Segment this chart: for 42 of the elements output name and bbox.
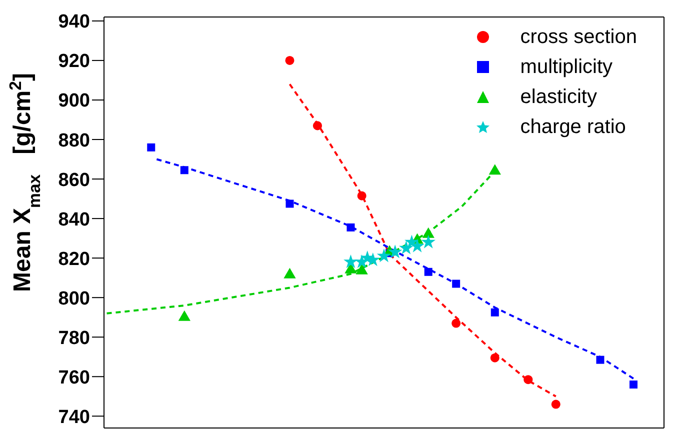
- point: [180, 166, 188, 174]
- y-tick-label: 780: [58, 328, 90, 349]
- point: [490, 308, 499, 316]
- point: [356, 264, 368, 274]
- point: [421, 234, 436, 248]
- point: [178, 310, 190, 321]
- y-tick-label: 880: [58, 130, 90, 152]
- point: [410, 238, 424, 252]
- point: [147, 143, 156, 152]
- point: [524, 375, 533, 384]
- point: [452, 280, 460, 288]
- legend-label: cross section: [520, 25, 637, 50]
- y-tick-label: 740: [58, 406, 90, 428]
- point: [452, 318, 461, 328]
- point: [596, 356, 604, 364]
- point: [388, 244, 402, 258]
- y-tick-label: 900: [58, 90, 90, 112]
- point: [357, 191, 366, 200]
- legend-label: elasticity: [520, 85, 597, 110]
- y-tick-label: 860: [58, 170, 90, 191]
- point: [285, 56, 294, 65]
- point: [312, 121, 322, 130]
- y-tick-label: 760: [58, 367, 90, 388]
- point: [344, 254, 358, 268]
- point: [490, 353, 500, 362]
- point: [376, 248, 392, 262]
- point: [488, 164, 501, 175]
- point: [551, 400, 560, 409]
- point: [424, 268, 432, 276]
- point: [286, 200, 294, 208]
- point: [346, 223, 355, 232]
- y-tick-label: 800: [58, 288, 90, 310]
- y-tick-label: 820: [58, 248, 90, 270]
- y-tick-label: 920: [58, 51, 90, 72]
- y-tick-label: 840: [58, 209, 90, 230]
- point: [398, 240, 414, 254]
- point: [284, 268, 296, 278]
- legend-label: charge ratio: [520, 115, 626, 140]
- point: [630, 380, 638, 389]
- point: [422, 227, 434, 238]
- y-tick-label: 940: [58, 12, 90, 33]
- legend-label: multiplicity: [520, 55, 613, 80]
